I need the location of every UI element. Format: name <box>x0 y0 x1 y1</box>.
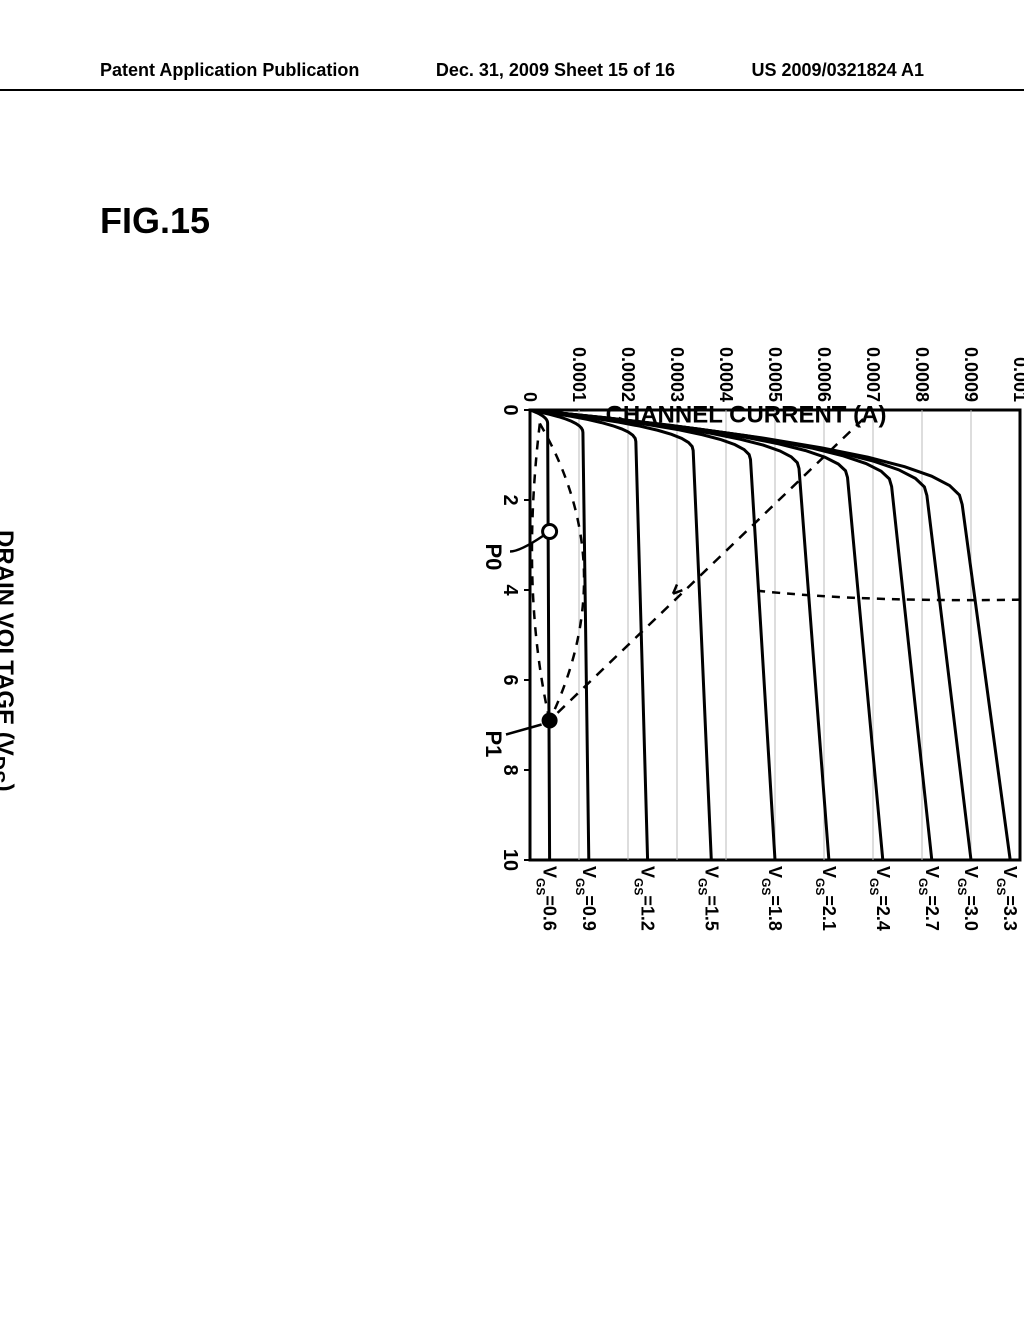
svg-text:VGS=3.3: VGS=3.3 <box>994 866 1020 931</box>
svg-text:VGS=1.5: VGS=1.5 <box>695 866 721 931</box>
svg-text:VGS=2.1: VGS=2.1 <box>813 866 839 931</box>
svg-text:6: 6 <box>499 674 521 685</box>
svg-text:0.0005: 0.0005 <box>765 347 785 402</box>
y-axis-label: CHANNEL CURRENT (A) <box>606 401 887 429</box>
svg-text:VGS=1.2: VGS=1.2 <box>632 866 658 931</box>
svg-text:0.001: 0.001 <box>1010 357 1024 402</box>
svg-text:0.0007: 0.0007 <box>863 347 883 402</box>
svg-text:P1: P1 <box>481 731 506 758</box>
svg-text:0: 0 <box>499 404 521 415</box>
figure-label: FIG.15 <box>100 200 210 242</box>
svg-text:8: 8 <box>499 764 521 775</box>
chart-container: DLL CHANNEL CURRENT (A) DRAIN VOLTAGE (V… <box>40 330 1024 970</box>
svg-text:0.0009: 0.0009 <box>961 347 981 402</box>
svg-text:VGS=0.6: VGS=0.6 <box>534 866 560 931</box>
svg-text:VGS=3.0: VGS=3.0 <box>955 866 981 931</box>
svg-text:0.0003: 0.0003 <box>667 347 687 402</box>
svg-text:0.0008: 0.0008 <box>912 347 932 402</box>
svg-text:VGS=2.7: VGS=2.7 <box>916 866 942 931</box>
x-axis-label: DRAIN VOLTAGE (VDS) <box>0 530 18 792</box>
svg-text:0: 0 <box>520 392 540 402</box>
svg-text:0.0002: 0.0002 <box>618 347 638 402</box>
svg-text:VGS=2.4: VGS=2.4 <box>867 866 893 931</box>
svg-text:10: 10 <box>499 849 521 871</box>
svg-text:VGS=0.9: VGS=0.9 <box>573 866 599 931</box>
page-header: Patent Application Publication Dec. 31, … <box>0 60 1024 91</box>
svg-text:0.0001: 0.0001 <box>569 347 589 402</box>
svg-text:VGS=1.8: VGS=1.8 <box>759 866 785 931</box>
header-left: Patent Application Publication <box>100 60 359 81</box>
header-mid: Dec. 31, 2009 Sheet 15 of 16 <box>436 60 675 81</box>
svg-text:2: 2 <box>499 494 521 505</box>
svg-text:0.0006: 0.0006 <box>814 347 834 402</box>
header-right: US 2009/0321824 A1 <box>752 60 924 81</box>
svg-text:P0: P0 <box>481 544 506 571</box>
svg-text:0.0004: 0.0004 <box>716 347 736 402</box>
svg-text:4: 4 <box>499 584 521 596</box>
